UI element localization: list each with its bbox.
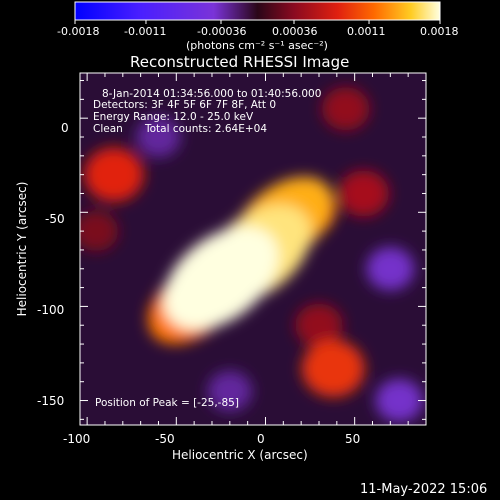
x-tick-label: 50 [345,432,361,446]
colorbar [74,1,441,24]
x-tick-label: -50 [155,432,175,446]
heatmap-feature [338,170,389,217]
axis-ticks [80,73,427,425]
x-tick-label: 0 [257,432,265,446]
colorbar-frame [74,1,441,21]
x-tick-label: -100 [63,432,91,446]
heatmap-feature [84,147,144,202]
colorbar-tick-label: 0.0011 [347,25,386,38]
x-axis-label: Heliocentric X (arcsec) [172,448,308,462]
y-tick-label: 0 [61,121,69,135]
colorbar-tick-label: -0.00036 [197,25,247,38]
heatmap-image [80,87,424,423]
info-time-range: 8-Jan-2014 01:34:56.000 to 01:40:56.000 [102,88,322,100]
info-clean: Clean [93,123,123,135]
heatmap-feature [207,370,253,412]
y-axis-label: Heliocentric Y (arcsec) [15,181,29,317]
colorbar-tick-label: 0.0018 [420,25,459,38]
colorbar-ticks [74,20,441,24]
heatmap-feature [321,87,370,131]
y-tick-label: -150 [37,394,65,408]
info-peak-position: Position of Peak = [-25,-85] [95,397,239,409]
heatmap-feature [295,303,343,347]
info-total-counts: Total counts: 2.64E+04 [145,123,268,135]
y-tick-label: -100 [37,303,65,317]
heatmap-feature [136,116,181,158]
info-energy-range: Energy Range: 12.0 - 25.0 keV [93,111,254,123]
heatmap-feature [163,226,279,330]
colorbar-gradient [75,2,440,20]
info-detectors: Detectors: 3F 4F 5F 6F 7F 8F, Att 0 [93,99,277,111]
colorbar-tick-label: -0.0018 [57,25,100,38]
heatmap-feature [80,210,119,252]
footer-date: 11-May-2022 15:06 [360,482,488,497]
heatmap-feature [375,378,424,423]
colorbar-tick-label: 0.00036 [272,25,318,38]
heatmap-feature [366,247,415,291]
colorbar-units-label: (photons cm⁻² s⁻¹ asec⁻²) [186,39,328,52]
heatmap-blobs [80,87,424,423]
colorbar-tick-label: -0.0011 [124,25,167,38]
y-tick-label: -50 [45,212,65,226]
heatmap-feature [301,339,365,398]
plot-title: Reconstructed RHESSI Image [130,53,350,71]
plot-frame [79,72,427,426]
